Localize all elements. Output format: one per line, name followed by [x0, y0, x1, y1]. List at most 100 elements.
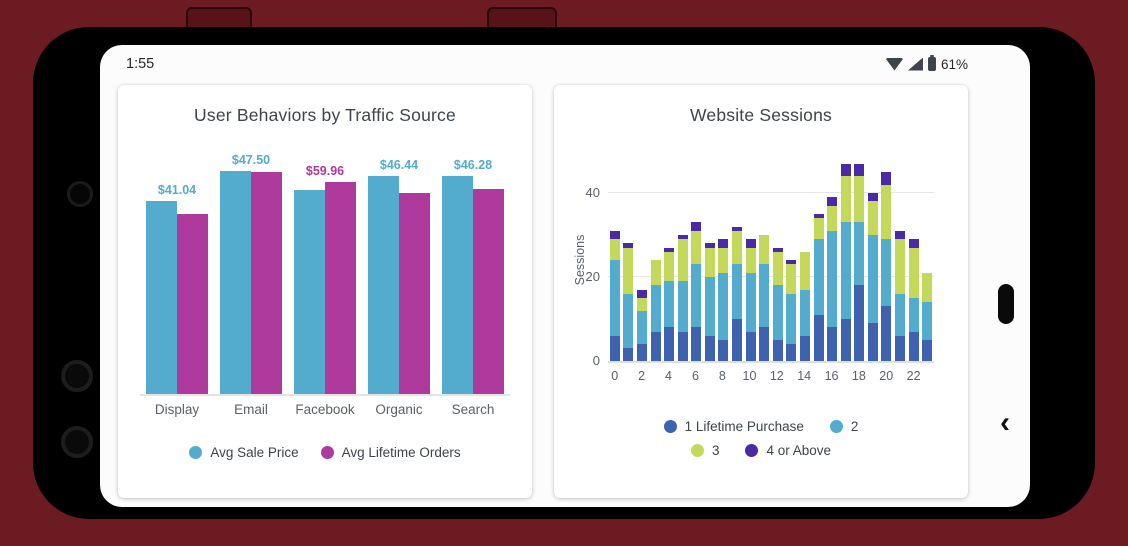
x-tick-label: 20	[879, 369, 894, 383]
bar-avg-sale-price[interactable]	[368, 175, 399, 394]
bar-segment	[867, 235, 878, 324]
legend-item[interactable]: 1 Lifetime Purchase	[663, 419, 804, 434]
bar-group: $46.28	[442, 147, 504, 394]
bar-value-label: $46.44	[379, 157, 419, 172]
bar-segment	[854, 163, 865, 177]
stacked-bar[interactable]	[718, 151, 729, 361]
stacked-bar[interactable]	[922, 151, 933, 361]
stacked-bar[interactable]	[908, 151, 919, 361]
bar-segment	[772, 247, 783, 252]
stacked-bar[interactable]	[636, 151, 647, 361]
status-bar: 1:55 61%	[126, 53, 968, 75]
legend-item[interactable]: Avg Sale Price	[189, 445, 299, 460]
stacked-bar[interactable]	[840, 151, 851, 361]
sessions-y-axis: 0 20 40	[568, 151, 600, 368]
bar-segment	[664, 281, 675, 328]
bar-segment	[636, 298, 647, 311]
bar-segment	[895, 230, 906, 240]
stacked-bar[interactable]	[609, 151, 620, 361]
stacked-bar[interactable]	[827, 151, 838, 361]
legend-item[interactable]: Avg Lifetime Orders	[320, 445, 461, 460]
bar-segment	[677, 239, 688, 282]
stacked-bar[interactable]	[623, 151, 634, 361]
bar-value-label: $46.28	[453, 158, 493, 173]
bar-segment	[732, 264, 743, 319]
bar-segment	[908, 247, 919, 299]
stacked-bar[interactable]	[895, 151, 906, 361]
dashboard: User Behaviors by Traffic Source $41.04 $…	[118, 85, 968, 498]
bar-segment	[623, 348, 634, 361]
wifi-icon	[885, 57, 903, 71]
camera-icon	[67, 181, 93, 207]
x-tick-label	[784, 369, 797, 383]
bar-segment	[799, 251, 810, 290]
bar-avg-lifetime-orders[interactable]	[177, 214, 208, 394]
category-label: Facebook	[295, 402, 355, 417]
stacked-bar[interactable]	[691, 151, 702, 361]
bar-avg-sale-price[interactable]	[220, 170, 251, 394]
bar-value-label: $59.96	[305, 164, 345, 179]
bar-pair	[368, 147, 430, 394]
scrollbar-thumb[interactable]	[998, 284, 1014, 324]
bar-segment	[745, 331, 756, 361]
x-tick-label: 16	[824, 369, 839, 383]
legend-dot-icon	[829, 420, 843, 433]
x-tick-label: 22	[906, 369, 921, 383]
bar-group: $47.50	[220, 147, 282, 394]
stacked-bar[interactable]	[813, 151, 824, 361]
stacked-bar[interactable]	[704, 151, 715, 361]
x-tick-label: 0	[611, 369, 619, 383]
bar-segment	[854, 222, 865, 286]
bar-segment	[827, 197, 838, 206]
bar-segment	[840, 163, 851, 177]
x-tick-label: 4	[665, 369, 672, 383]
bar-segment	[623, 293, 634, 349]
stacked-bar[interactable]	[854, 151, 865, 361]
bar-segment	[827, 327, 838, 361]
bar-segment	[895, 293, 906, 336]
bar-avg-lifetime-orders[interactable]	[251, 171, 282, 394]
x-tick-label: 12	[769, 369, 784, 383]
back-button[interactable]: ‹	[1000, 406, 1010, 439]
legend-item[interactable]: 3	[690, 443, 720, 458]
x-tick-label: 10	[742, 369, 757, 383]
legend-label: 3	[711, 443, 720, 458]
bar-group: $41.04	[146, 147, 208, 394]
traffic-plot: $41.04 $47.50 $59.96 $46.44 $46.28	[140, 147, 510, 396]
bar-segment	[881, 239, 892, 307]
x-tick-label	[838, 369, 851, 383]
bar-segment	[691, 222, 702, 231]
stacked-bar[interactable]	[799, 151, 810, 361]
stacked-bar[interactable]	[759, 151, 770, 361]
bar-avg-lifetime-orders[interactable]	[399, 192, 430, 394]
stacked-bar[interactable]	[732, 151, 743, 361]
bar-segment	[881, 306, 892, 361]
bar-segment	[636, 289, 647, 299]
x-tick-label: 18	[851, 369, 866, 383]
bar-segment	[840, 222, 851, 319]
bar-segment	[664, 327, 675, 361]
bar-segment	[908, 331, 919, 361]
bar-segment	[786, 264, 797, 294]
legend-row: 1 Lifetime Purchase 2	[663, 419, 858, 434]
legend-item[interactable]: 2	[829, 419, 858, 434]
bar-segment	[623, 243, 634, 248]
stacked-bar[interactable]	[867, 151, 878, 361]
legend-item[interactable]: 4 or Above	[745, 443, 831, 458]
stacked-bar[interactable]	[677, 151, 688, 361]
stacked-bar[interactable]	[664, 151, 675, 361]
stacked-bar[interactable]	[881, 151, 892, 361]
gridline	[608, 276, 934, 277]
stacked-bar[interactable]	[745, 151, 756, 361]
stacked-bar[interactable]	[650, 151, 661, 361]
bar-avg-lifetime-orders[interactable]	[325, 182, 356, 394]
bar-avg-lifetime-orders[interactable]	[473, 189, 504, 394]
stacked-bar[interactable]	[772, 151, 783, 361]
bar-avg-sale-price[interactable]	[442, 176, 473, 394]
bar-avg-sale-price[interactable]	[146, 200, 177, 394]
bar-segment	[813, 214, 824, 219]
bar-segment	[759, 264, 770, 328]
stacked-bar[interactable]	[786, 151, 797, 361]
bar-avg-sale-price[interactable]	[294, 190, 325, 394]
